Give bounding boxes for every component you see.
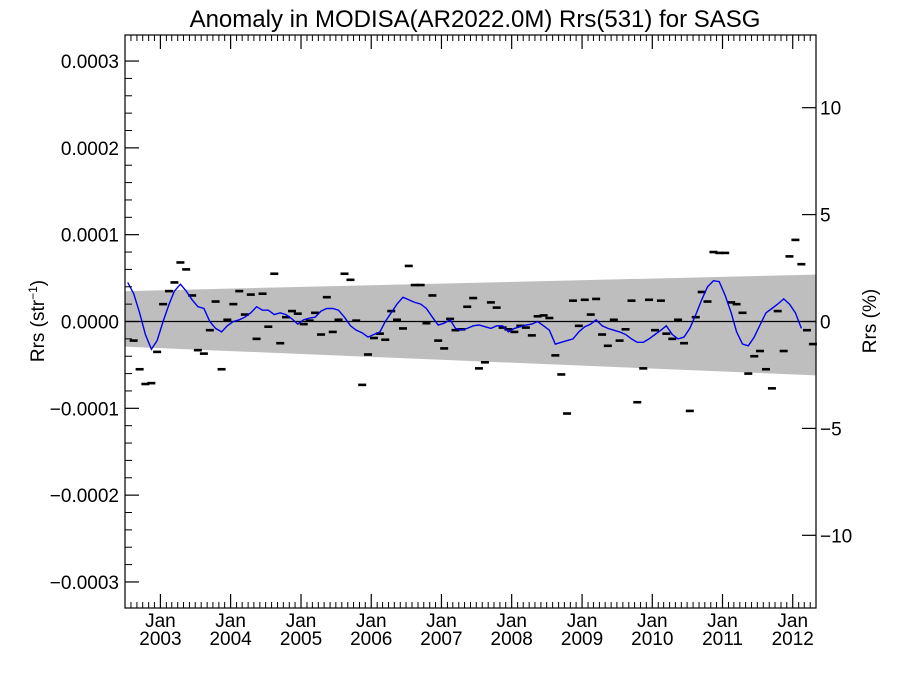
x-tick-month: Jan	[496, 611, 527, 632]
left-tick-label: 0.0002	[61, 139, 119, 160]
smoothed-anomaly-layer	[127, 279, 803, 351]
right-tick-label: −10	[820, 526, 852, 547]
smoothed-anomaly-line	[127, 279, 803, 351]
y-axis-label-right: Rrs (%)	[860, 289, 881, 353]
right-tick-label: −5	[820, 419, 842, 440]
x-tick-year: 2012	[772, 629, 814, 650]
x-tick-year: 2004	[209, 629, 252, 650]
x-tick-month: Jan	[707, 611, 738, 632]
left-tick-label: −0.0002	[50, 486, 119, 507]
right-y-tick-labels: 10 5 0 −5 −10	[820, 99, 852, 548]
x-tick-year: 2005	[280, 629, 322, 650]
x-tick-year: 2011	[702, 629, 743, 650]
left-tick-label: −0.0001	[50, 399, 119, 420]
right-tick-label: 5	[820, 206, 831, 227]
x-tick-month: Jan	[426, 611, 457, 632]
axis-ticks	[124, 35, 817, 608]
x-tick-year: 2010	[631, 629, 673, 650]
x-tick-month: Jan	[777, 611, 808, 632]
x-tick-year: 2008	[491, 629, 533, 650]
x-tick-labels: Jan2003Jan2004Jan2005Jan2006Jan2007Jan20…	[139, 611, 814, 650]
left-tick-label: 0.0000	[61, 313, 119, 334]
y-axis-label-left: Rrs (str−1)	[26, 280, 49, 362]
x-tick-year: 2003	[139, 629, 181, 650]
chart-title: Anomaly in MODISA(AR2022.0M) Rrs(531) fo…	[190, 6, 761, 33]
uncertainty-band	[125, 274, 816, 376]
x-tick-year: 2006	[350, 629, 392, 650]
right-tick-label: 10	[820, 99, 841, 120]
x-tick-year: 2009	[561, 629, 603, 650]
x-tick-month: Jan	[567, 611, 598, 632]
x-tick-month: Jan	[356, 611, 387, 632]
left-y-tick-labels: 0.0003 0.0002 0.0001 0.0000 −0.0001 −0.0002 −0…	[50, 52, 119, 594]
x-tick-year: 2007	[420, 629, 462, 650]
x-tick-month: Jan	[637, 611, 668, 632]
x-tick-month: Jan	[145, 611, 176, 632]
uncertainty-band-layer	[125, 274, 816, 376]
left-tick-label: 0.0003	[61, 52, 119, 73]
left-tick-label: −0.0003	[50, 573, 119, 594]
right-tick-label: 0	[820, 313, 831, 334]
left-tick-label: 0.0001	[61, 226, 119, 247]
x-tick-month: Jan	[286, 611, 317, 632]
x-tick-month: Jan	[215, 611, 246, 632]
